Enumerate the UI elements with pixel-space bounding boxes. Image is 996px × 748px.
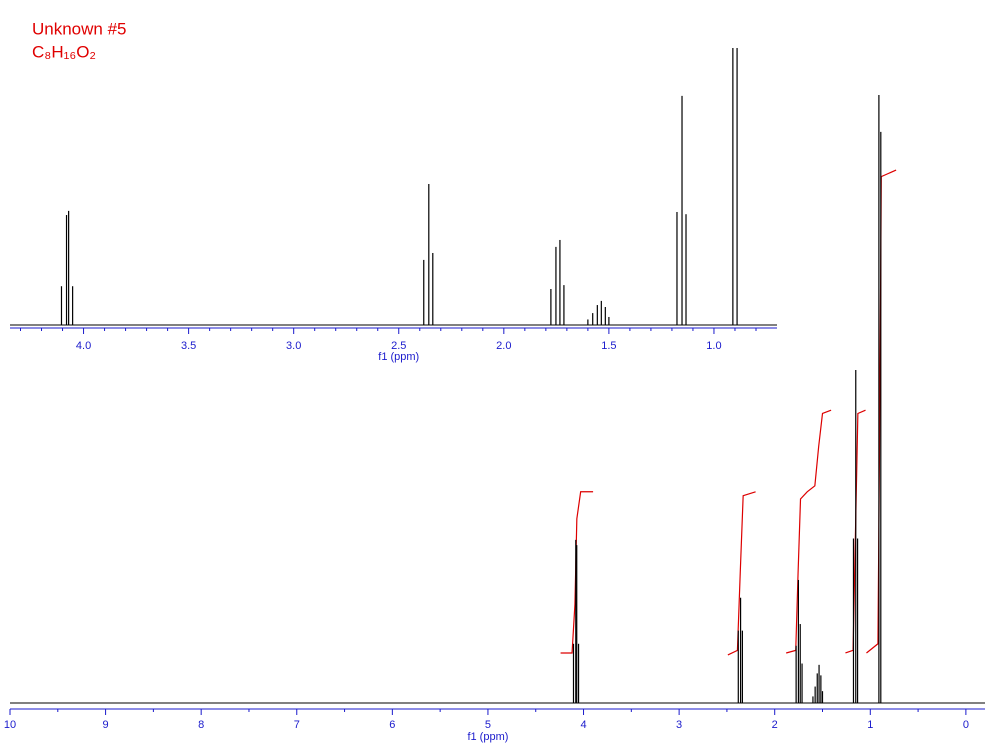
integral-curve [866,169,897,654]
x-tick-label: 0 [963,719,969,731]
x-tick-label: 1.0 [706,340,721,352]
x-axis-title: f1 (ppm) [378,351,419,363]
x-tick-label: 3.0 [286,340,301,352]
x-tick-label: 2 [772,719,778,731]
formula: C₈H₁₆O₂ [32,42,96,61]
x-axis-title: f1 (ppm) [467,731,508,743]
x-tick-label: 4 [580,719,586,731]
x-tick-label: 9 [103,719,109,731]
integral-curve [786,409,832,654]
x-tick-label: 2.0 [496,340,511,352]
x-tick-label: 3.5 [181,340,196,352]
x-tick-label: 1 [867,719,873,731]
x-tick-label: 8 [198,719,204,731]
title: Unknown #5 [32,19,127,38]
x-tick-label: 6 [389,719,395,731]
x-tick-label: 3 [676,719,682,731]
x-tick-label: 5 [485,719,491,731]
x-tick-label: 1.5 [601,340,616,352]
x-tick-label: 10 [4,719,16,731]
x-tick-label: 4.0 [76,340,91,352]
x-tick-label: 2.5 [391,340,406,352]
integral-curve [727,491,756,656]
x-tick-label: 7 [294,719,300,731]
